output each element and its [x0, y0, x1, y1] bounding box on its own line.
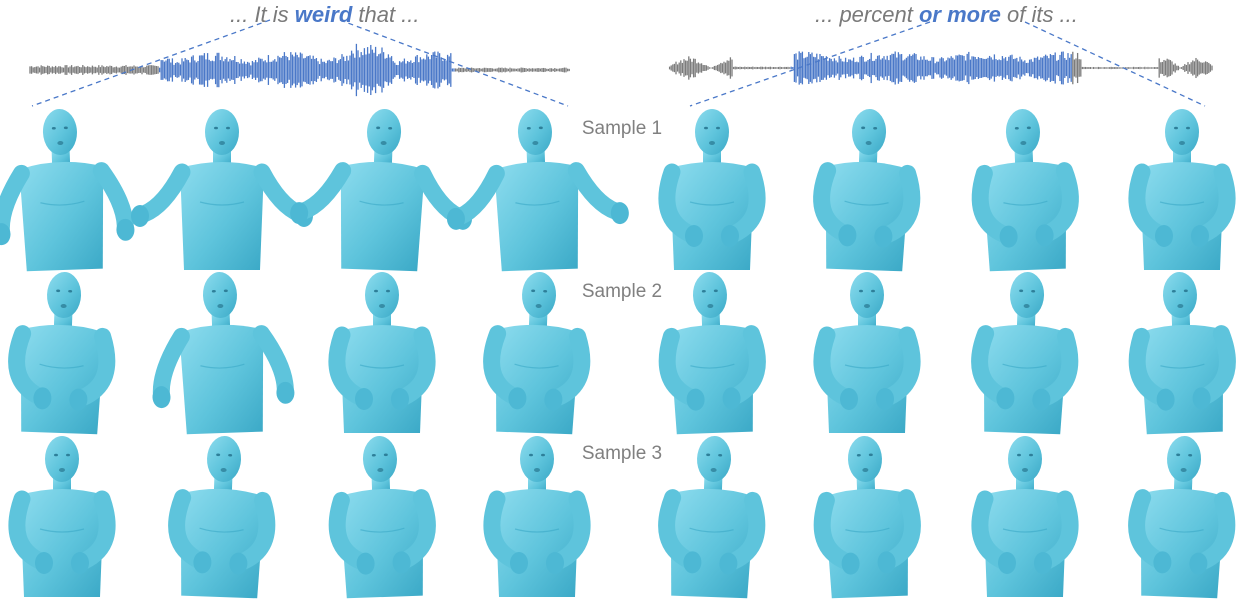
right-caption-prefix: ... percent	[815, 2, 919, 27]
avatar-figure	[658, 436, 766, 599]
left-audio-waveform	[29, 43, 570, 97]
sample-3-label: Sample 3	[581, 443, 663, 464]
avatar-figure	[152, 272, 295, 435]
avatar-figure	[971, 109, 1079, 272]
avatar-figure	[168, 436, 276, 599]
avatar-grid	[0, 109, 1236, 599]
avatar-figure	[446, 109, 629, 272]
zoom-guide-lines	[31, 19, 1206, 107]
avatar-figure	[1128, 109, 1236, 270]
zoom-guide-line	[31, 19, 271, 107]
avatar-figure	[1128, 436, 1236, 599]
avatar-figure	[328, 436, 436, 599]
sample-2-label: Sample 2	[581, 281, 663, 302]
avatar-figure	[8, 436, 116, 597]
sample-1-label: Sample 1	[581, 118, 663, 139]
avatar-figure	[971, 436, 1079, 597]
avatar-figure	[0, 109, 135, 272]
avatar-figure	[658, 109, 766, 270]
left-caption-suffix: that ...	[352, 2, 420, 27]
avatar-figure	[658, 272, 766, 435]
avatar-figure	[8, 272, 116, 435]
avatar-figure	[1128, 272, 1236, 435]
avatar-figure	[813, 272, 921, 433]
avatar-figure	[813, 109, 921, 272]
avatar-figure	[131, 109, 313, 270]
avatar-figure	[483, 436, 591, 597]
avatar-figure	[813, 436, 921, 599]
avatar-figure	[290, 109, 473, 272]
avatar-figure	[483, 272, 591, 435]
zoom-guide-line	[339, 19, 569, 107]
right-caption-suffix: of its ...	[1000, 2, 1078, 27]
avatar-figure	[971, 272, 1079, 435]
right-caption-highlight: or more	[918, 2, 1001, 27]
right-speech-caption: ... percent or more of its ...	[815, 2, 1078, 28]
left-speech-caption: ... It is weird that ...	[230, 2, 420, 28]
left-caption-highlight: weird	[294, 2, 353, 27]
zoom-guide-line	[689, 21, 931, 107]
zoom-guide-line	[1024, 21, 1206, 107]
right-audio-waveform	[668, 51, 1213, 85]
left-caption-prefix: ... It is	[230, 2, 295, 27]
avatar-figure	[328, 272, 436, 433]
